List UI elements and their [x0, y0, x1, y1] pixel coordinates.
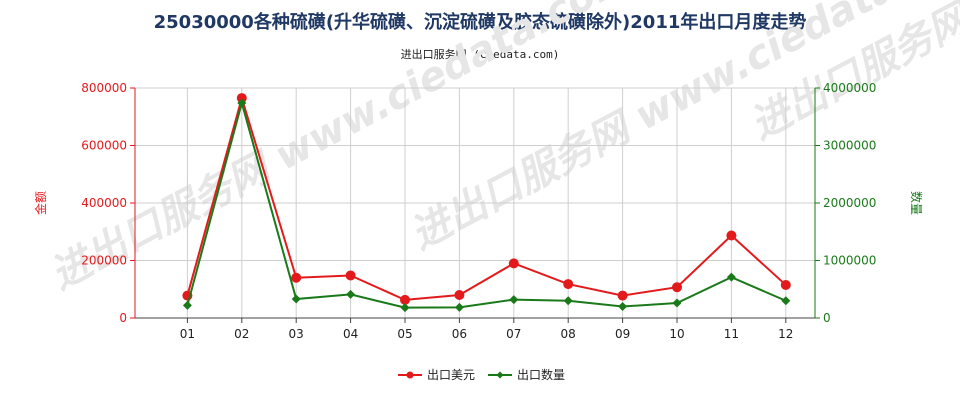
left-tick-label: 600000 — [81, 139, 127, 153]
x-tick-label: 06 — [452, 327, 467, 341]
x-tick-label: 10 — [669, 327, 684, 341]
series-1-point — [346, 289, 356, 299]
series-1-point — [781, 296, 791, 306]
series-1-point — [618, 302, 628, 311]
series-0-point — [508, 258, 519, 269]
chart-title: 25030000各种硫磺(升华硫磺、沉淀硫磺及胶态硫磺除外)2011年出口月度走… — [153, 12, 807, 33]
series-0-point — [672, 282, 682, 293]
x-tick-label: 05 — [397, 327, 412, 341]
legend-1-label: 出口数量 — [517, 367, 565, 382]
x-tick-label: 02 — [234, 327, 249, 341]
right-tick-label: 2000000 — [823, 196, 876, 210]
right-tick-label: 1000000 — [823, 254, 876, 268]
series-1-point — [509, 295, 519, 305]
legend-0-swatch-marker — [406, 371, 414, 379]
x-tick-label: 03 — [289, 327, 304, 341]
series-1-point — [291, 294, 301, 304]
x-tick-label: 12 — [778, 327, 793, 341]
series-0-point — [236, 93, 247, 104]
series-layer — [182, 93, 791, 313]
legend-1-swatch-marker — [496, 371, 504, 379]
series-0-point — [780, 279, 791, 290]
series-0-point — [454, 290, 465, 300]
series-1-point — [454, 302, 464, 312]
left-axis-title: 金额 — [33, 191, 48, 215]
series-0-point — [617, 290, 628, 301]
legend-layer: 出口美元 出口数量 — [398, 367, 565, 382]
x-tick-label: 07 — [506, 327, 521, 341]
series-1-point — [400, 303, 410, 313]
left-tick-label: 200000 — [81, 254, 127, 268]
series-0-point — [726, 230, 737, 241]
series-0-point — [291, 272, 302, 283]
series-1-line — [186, 99, 787, 309]
left-tick-label: 400000 — [81, 196, 127, 210]
x-tick-label: 09 — [615, 327, 630, 341]
x-tick-label: 04 — [343, 327, 358, 341]
series-1-point — [237, 98, 247, 108]
left-tick-label: 800000 — [81, 81, 127, 95]
series-1-point — [563, 296, 573, 306]
axis-layer: 0 200000 400000 600000 800000 0 1000000 2000000… — [33, 81, 924, 341]
right-tick-label: 3000000 — [823, 139, 876, 153]
right-axis-title: 数量 — [909, 191, 924, 215]
chart-subtitle: 进出口服务网 (ciedata.com) — [400, 48, 560, 61]
x-tick-label: 08 — [561, 327, 576, 341]
series-1-point — [182, 300, 192, 310]
x-tick-label: 11 — [724, 327, 739, 341]
series-0-point — [563, 279, 574, 290]
legend-0-label: 出口美元 — [427, 368, 475, 382]
left-tick-label: 0 — [119, 311, 127, 325]
right-tick-label: 0 — [823, 311, 831, 325]
x-tick-label: 01 — [180, 327, 195, 341]
right-tick-label: 4000000 — [823, 81, 876, 95]
series-1-point — [672, 298, 682, 308]
series-0-point — [345, 270, 356, 281]
series-1-point — [726, 272, 736, 282]
series-0-line — [186, 94, 787, 301]
series-0-point — [400, 294, 410, 305]
